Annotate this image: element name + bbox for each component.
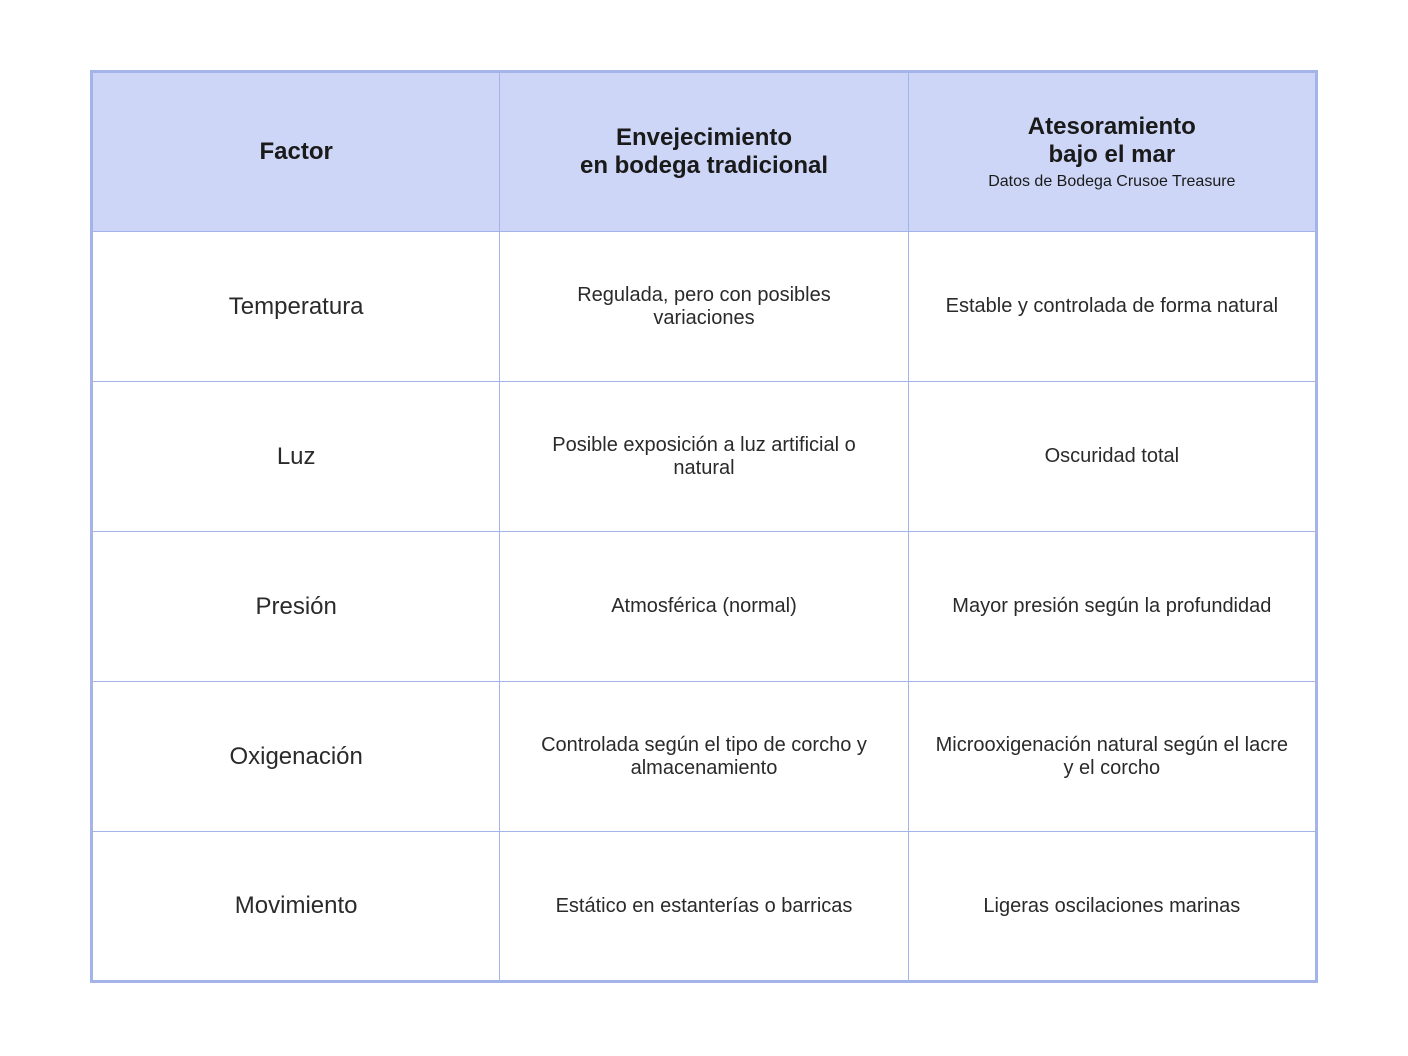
table-row: Presión Atmosférica (normal) Mayor presi… (92, 532, 1317, 682)
header-subtitle: Datos de Bodega Crusoe Treasure (929, 173, 1295, 191)
sea-cell: Mayor presión según la profundidad (908, 532, 1316, 682)
traditional-cell: Regulada, pero con posibles variaciones (500, 232, 908, 382)
header-label: Factor (259, 138, 332, 165)
traditional-cell: Posible exposición a luz artificial o na… (500, 382, 908, 532)
factor-cell: Movimiento (92, 832, 500, 982)
traditional-cell: Estático en estanterías o barricas (500, 832, 908, 982)
factor-cell: Luz (92, 382, 500, 532)
header-label: Atesoramientobajo el mar (1028, 113, 1196, 168)
factor-cell: Presión (92, 532, 500, 682)
header-sea: Atesoramientobajo el mar Datos de Bodega… (908, 72, 1316, 232)
header-row: Factor Envejecimientoen bodega tradicion… (92, 72, 1317, 232)
factor-cell: Oxigenación (92, 682, 500, 832)
table-row: Temperatura Regulada, pero con posibles … (92, 232, 1317, 382)
sea-cell: Estable y controlada de forma natural (908, 232, 1316, 382)
table-row: Oxigenación Controlada según el tipo de … (92, 682, 1317, 832)
table-body: Temperatura Regulada, pero con posibles … (92, 232, 1317, 982)
table-row: Luz Posible exposición a luz artificial … (92, 382, 1317, 532)
factor-cell: Temperatura (92, 232, 500, 382)
traditional-cell: Atmosférica (normal) (500, 532, 908, 682)
sea-cell: Oscuridad total (908, 382, 1316, 532)
sea-cell: Ligeras oscilaciones marinas (908, 832, 1316, 982)
header-traditional: Envejecimientoen bodega tradicional (500, 72, 908, 232)
header-factor: Factor (92, 72, 500, 232)
table-row: Movimiento Estático en estanterías o bar… (92, 832, 1317, 982)
comparison-table: Factor Envejecimientoen bodega tradicion… (90, 70, 1318, 983)
sea-cell: Microoxigenación natural según el lacre … (908, 682, 1316, 832)
traditional-cell: Controlada según el tipo de corcho y alm… (500, 682, 908, 832)
header-label: Envejecimientoen bodega tradicional (580, 124, 828, 179)
